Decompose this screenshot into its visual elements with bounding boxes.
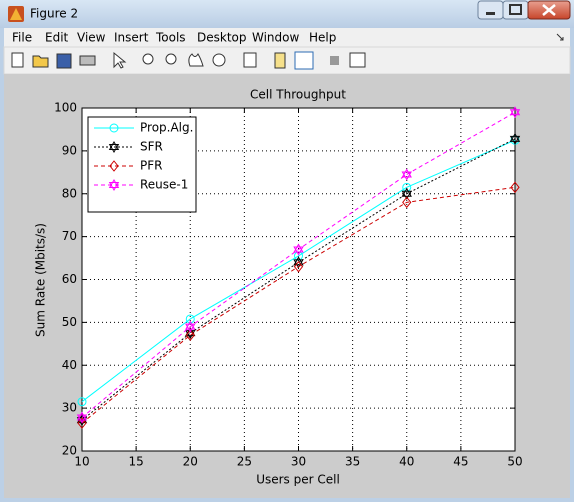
marker — [293, 243, 304, 256]
marker — [401, 168, 412, 181]
marker — [185, 314, 195, 324]
legend-label: Reuse-1 — [140, 178, 188, 192]
legend-label: SFR — [140, 140, 163, 154]
y-tick-label: 100 — [54, 101, 77, 115]
y-tick-label: 60 — [62, 272, 77, 286]
dock-icon[interactable] — [556, 33, 564, 41]
legend-marker — [108, 140, 120, 154]
y-tick-label: 20 — [62, 444, 77, 458]
save-icon[interactable] — [56, 53, 72, 69]
chart-title: Cell Throughput — [250, 88, 346, 102]
y-tick-label: 80 — [62, 186, 77, 200]
marker — [402, 196, 412, 209]
new-icon[interactable] — [11, 52, 24, 68]
x-tick-label: 25 — [237, 455, 252, 469]
marker — [509, 132, 521, 145]
legend-marker — [109, 123, 119, 133]
series-line — [81, 186, 516, 424]
hide-tools-icon[interactable] — [330, 56, 339, 65]
close-icon — [542, 4, 556, 16]
menu-item[interactable]: Window — [252, 31, 300, 45]
x-axis-label: Users per Cell — [256, 473, 340, 487]
series-line — [81, 139, 516, 403]
marker — [293, 260, 304, 273]
datacursor-icon[interactable] — [243, 52, 257, 68]
y-axis-label: Sum Rate (Mbits/s) — [34, 223, 48, 337]
colorbar-icon[interactable] — [274, 52, 286, 69]
legend-label: Prop.Alg. — [140, 121, 193, 135]
legend-icon[interactable] — [294, 51, 314, 70]
y-tick-label: 50 — [62, 315, 77, 329]
x-tick-label: 50 — [507, 455, 522, 469]
y-tick-label: 40 — [62, 358, 77, 372]
rotate-icon[interactable] — [212, 53, 226, 67]
legend-marker — [108, 178, 120, 192]
show-tools-icon[interactable] — [349, 52, 366, 68]
marker — [185, 329, 195, 342]
x-tick-label: 20 — [183, 455, 198, 469]
zoom-in-icon[interactable] — [142, 53, 154, 65]
menu-item[interactable]: Insert — [114, 31, 149, 45]
minimize-icon — [486, 12, 495, 15]
y-tick-label: 70 — [62, 229, 77, 243]
x-tick-label: 35 — [345, 455, 360, 469]
pan-icon[interactable] — [188, 53, 204, 67]
zoom-out-icon[interactable] — [165, 53, 177, 65]
print-icon[interactable] — [79, 55, 96, 66]
legend-label: PFR — [140, 159, 162, 173]
maximize-icon — [509, 4, 522, 15]
series-line — [81, 111, 516, 418]
open-icon[interactable] — [32, 55, 49, 68]
toolbar-icons — [11, 51, 366, 70]
x-tick-label: 15 — [128, 455, 143, 469]
x-tick-label: 10 — [74, 455, 89, 469]
menu-item[interactable]: File — [12, 31, 32, 45]
menu-item[interactable]: Desktop — [197, 31, 247, 45]
x-tick-label: 30 — [291, 455, 306, 469]
marker — [509, 106, 521, 119]
x-tick-label: 45 — [453, 455, 468, 469]
marker — [185, 320, 196, 333]
minimize-button[interactable] — [477, 0, 504, 20]
legend-marker — [109, 160, 119, 172]
menu-item[interactable]: Edit — [45, 31, 69, 45]
menu-item[interactable]: View — [77, 31, 106, 45]
y-tick-label: 30 — [62, 401, 77, 415]
marker — [401, 187, 412, 200]
marker — [77, 397, 87, 407]
x-tick-label: 40 — [399, 455, 414, 469]
maximize-button[interactable] — [502, 0, 529, 20]
marker — [510, 181, 520, 194]
select-icon[interactable] — [113, 51, 127, 69]
legend-box — [87, 116, 197, 213]
window-title: Figure 2 — [30, 7, 78, 21]
menu-items: File Edit View Insert Tools Desktop Window Help — [12, 31, 336, 45]
axes-box — [81, 107, 516, 452]
menu-bar — [4, 28, 570, 47]
marker — [76, 411, 88, 424]
menu-item[interactable]: Tools — [155, 31, 186, 45]
marker — [77, 417, 87, 429]
y-tick-label: 90 — [62, 143, 77, 157]
app-icon-shape — [10, 8, 22, 20]
menu-item[interactable]: Help — [309, 31, 336, 45]
